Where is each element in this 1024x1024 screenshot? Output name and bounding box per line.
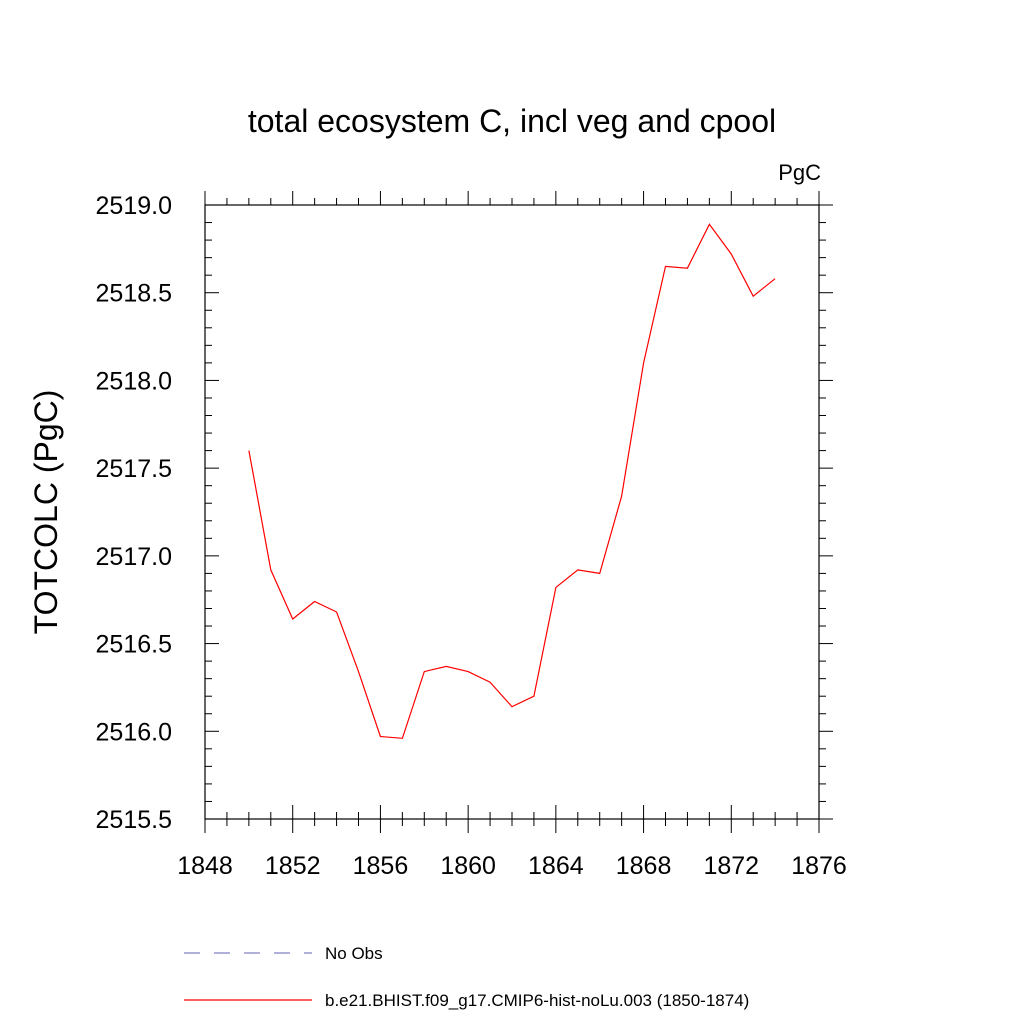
x-tick-label: 1876 [791,852,847,880]
x-tick-label: 1872 [703,852,759,880]
legend: No Obs b.e21.BHIST.f09_g17.CMIP6-hist-noL… [184,944,749,1010]
x-tick-label: 1856 [353,852,409,880]
x-tick-label: 1848 [177,852,233,880]
series-lines [248,223,776,739]
y-tick-label: 2518.5 [96,280,172,308]
y-axis-title: TOTCOLC (PgC) [28,390,64,635]
y-tick-label: 2517.0 [96,543,172,571]
y-tick-label: 2519.0 [96,192,172,220]
y-tick-label: 2517.5 [96,455,172,483]
axis-ticks [204,191,833,833]
y-tick-label: 2516.0 [96,718,172,746]
units-label: PgC [778,160,821,185]
y-tick-label: 2516.5 [96,631,172,659]
plot-frame [204,204,820,820]
chart-title: total ecosystem C, incl veg and cpool [248,103,776,139]
legend-label: No Obs [325,944,383,963]
x-tick-label: 1868 [616,852,672,880]
y-tick-label: 2515.5 [96,806,172,834]
tick-labels: 1848 1852 1856 1860 1864 1868 1872 1876 2515.5 25… [96,192,847,880]
y-tick-label: 2518.0 [96,367,172,395]
x-tick-label: 1864 [528,852,584,880]
series-line [248,223,776,739]
legend-label: b.e21.BHIST.f09_g17.CMIP6-hist-noLu.003 … [325,991,749,1010]
x-tick-label: 1860 [440,852,496,880]
x-tick-label: 1852 [265,852,321,880]
